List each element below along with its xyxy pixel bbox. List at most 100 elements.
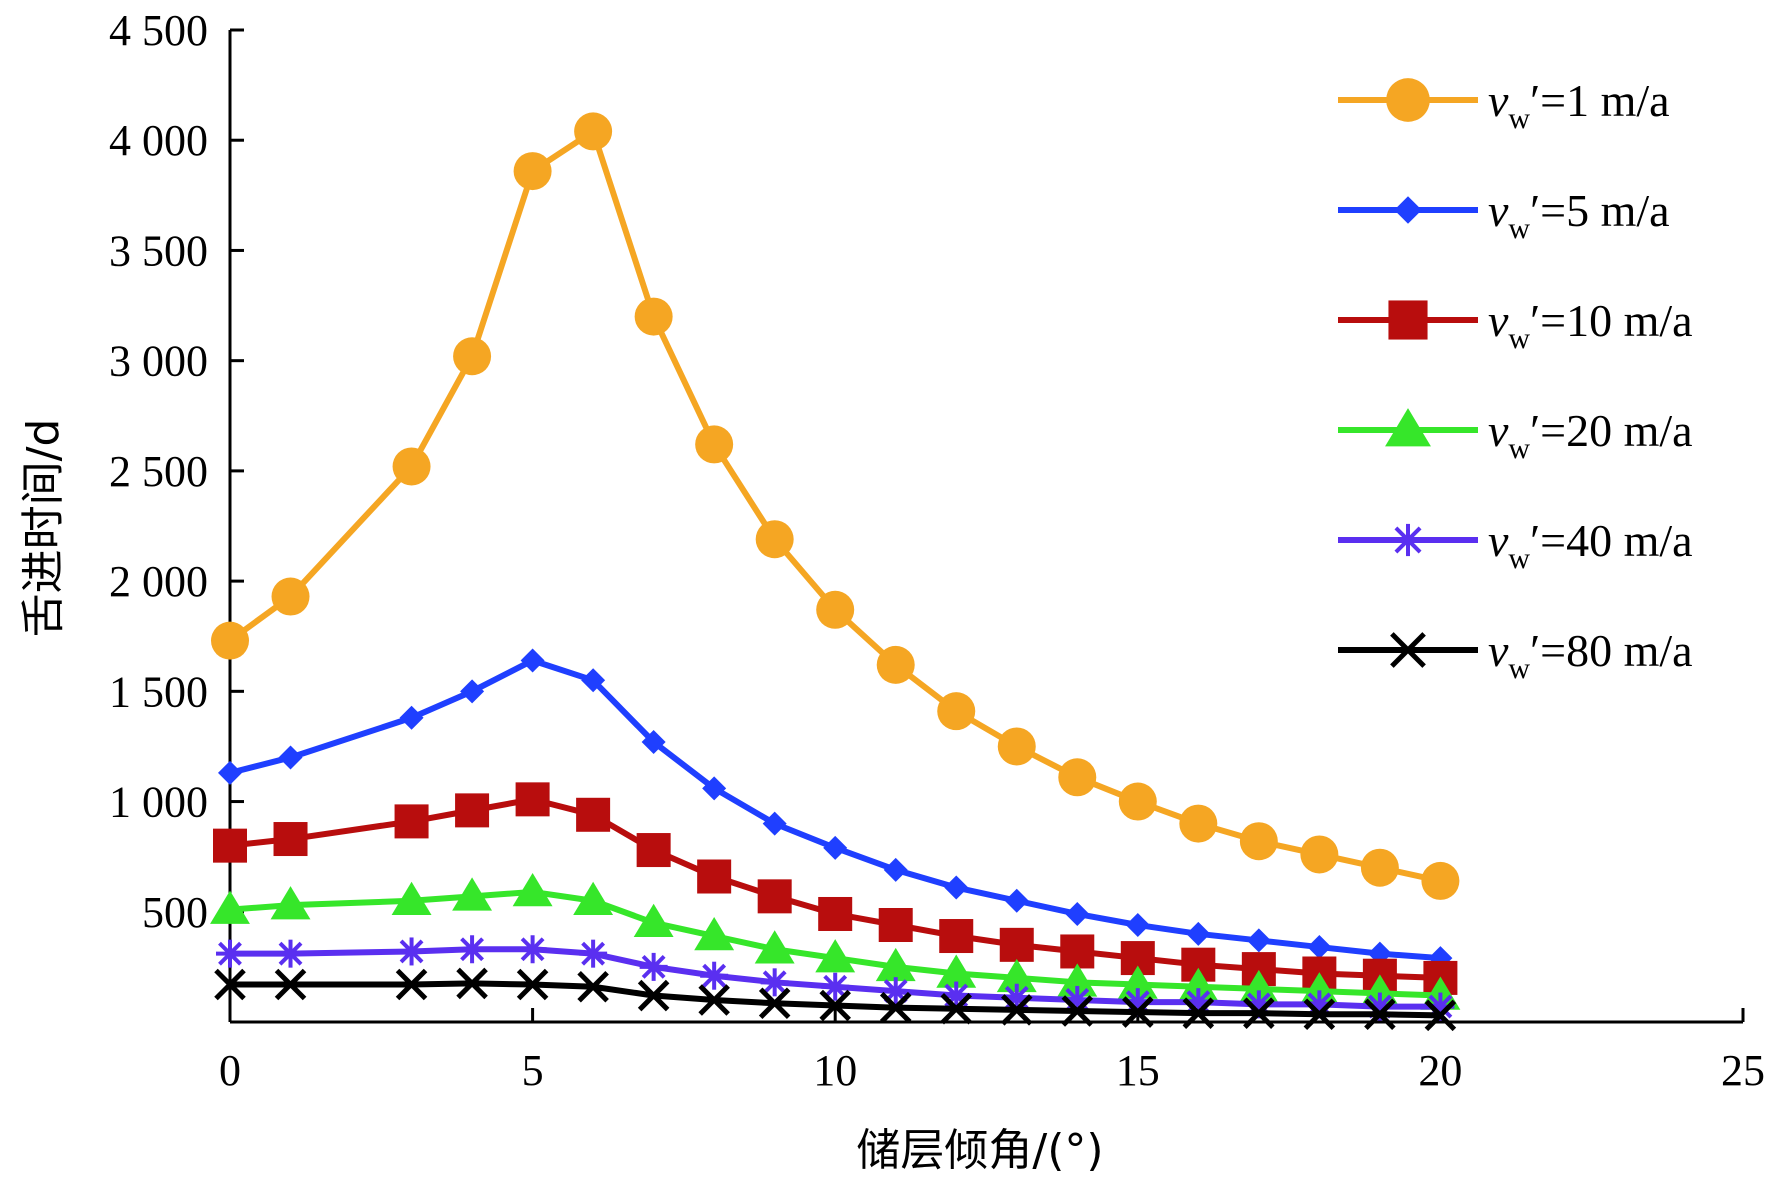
legend-label: vw′=10 m/a: [1488, 295, 1693, 355]
data-point: [940, 993, 973, 1025]
data-point: [1391, 523, 1425, 557]
data-point: [997, 727, 1036, 766]
legend: vw′=1 m/a vw′=5 m/a vw′=10 m/a vw′=20 m/a vw…: [1338, 75, 1693, 685]
x-tick-label: 20: [1418, 1046, 1462, 1095]
series-2: [213, 782, 1458, 995]
data-point: [273, 822, 308, 857]
x-tick-label: 15: [1116, 1046, 1160, 1095]
data-point: [636, 833, 671, 868]
data-point: [456, 967, 488, 1000]
data-point: [639, 952, 668, 981]
legend-item-2: vw′=10 m/a: [1338, 295, 1693, 355]
data-point: [755, 520, 794, 559]
data-point: [577, 970, 609, 1003]
data-point: [581, 668, 606, 693]
data-point: [1424, 999, 1457, 1032]
y-tick-label: 2 500: [109, 447, 208, 496]
data-point: [758, 987, 791, 1020]
data-point: [397, 937, 426, 966]
data-point: [1182, 997, 1215, 1029]
data-point: [818, 896, 853, 931]
data-point: [1061, 995, 1094, 1027]
data-point: [697, 859, 732, 894]
data-point: [936, 954, 977, 988]
data-point: [757, 879, 792, 914]
data-point: [1388, 300, 1428, 340]
data-point: [815, 939, 856, 973]
data-point: [276, 939, 305, 968]
legend-label: vw′=20 m/a: [1488, 405, 1693, 465]
data-point: [999, 927, 1034, 962]
data-point: [458, 935, 487, 964]
data-point: [996, 958, 1037, 993]
data-point: [1385, 408, 1431, 447]
data-point: [460, 679, 485, 704]
data-point: [695, 425, 734, 464]
data-point: [1239, 822, 1278, 861]
data-point: [760, 968, 789, 997]
data-point: [637, 979, 670, 1012]
data-point: [823, 835, 848, 860]
y-tick-label: 3 500: [109, 226, 208, 275]
data-point: [516, 968, 549, 1001]
data-point: [819, 989, 851, 1022]
data-point: [392, 447, 431, 486]
data-point: [1243, 997, 1275, 1029]
data-point: [513, 152, 552, 191]
data-point: [1125, 913, 1150, 938]
data-point: [883, 857, 908, 882]
data-point: [937, 692, 976, 731]
data-point: [944, 875, 969, 900]
series-line: [228, 128, 1442, 884]
data-point: [394, 804, 429, 839]
data-point: [271, 577, 310, 616]
y-tick-label: 500: [142, 888, 208, 937]
data-point: [1122, 996, 1154, 1028]
y-tick-label: 2 000: [109, 557, 208, 606]
data-point: [395, 968, 428, 1001]
data-point: [213, 828, 247, 863]
data-point: [576, 797, 611, 832]
data-point: [876, 645, 915, 684]
data-point: [452, 877, 493, 911]
legend-item-0: vw′=1 m/a: [1338, 75, 1670, 135]
x-tick-label: 10: [813, 1046, 857, 1095]
data-point: [754, 930, 795, 964]
data-point: [1004, 888, 1029, 913]
data-point: [210, 890, 250, 924]
data-point: [1118, 782, 1157, 821]
data-point: [1300, 835, 1339, 874]
data-point: [700, 961, 729, 990]
axes: 500 1 000 1 500 2 000 2 500 3 000 3 500 4 000 4 …: [109, 6, 1765, 1095]
data-point: [1058, 758, 1097, 797]
data-point: [512, 872, 553, 907]
x-tick-label: 5: [522, 1046, 544, 1095]
data-point: [698, 984, 730, 1016]
series-5: [214, 967, 1457, 1032]
data-point: [634, 297, 673, 336]
data-point: [453, 337, 492, 376]
series-0: [211, 112, 1460, 900]
legend-label: vw′=40 m/a: [1488, 515, 1693, 575]
y-tick-label: 1 000: [109, 778, 208, 827]
data-point: [1060, 934, 1095, 969]
data-point: [573, 881, 614, 916]
data-point: [211, 621, 249, 660]
x-axis-title: 储层倾角/(°): [856, 1125, 1103, 1176]
data-point: [1394, 196, 1422, 224]
data-point: [214, 968, 246, 1001]
data-point: [270, 886, 311, 920]
y-tick-label: 3 000: [109, 337, 208, 386]
data-point: [579, 939, 608, 968]
data-point: [878, 908, 913, 943]
data-point: [702, 776, 727, 801]
data-point: [274, 968, 307, 1001]
legend-label: vw′=80 m/a: [1488, 625, 1693, 685]
series-line: [230, 980, 1441, 1019]
data-point: [391, 881, 432, 916]
data-point: [574, 112, 613, 151]
data-point: [1386, 78, 1430, 122]
data-point: [1057, 963, 1098, 997]
y-tick-label: 4 000: [109, 116, 208, 165]
